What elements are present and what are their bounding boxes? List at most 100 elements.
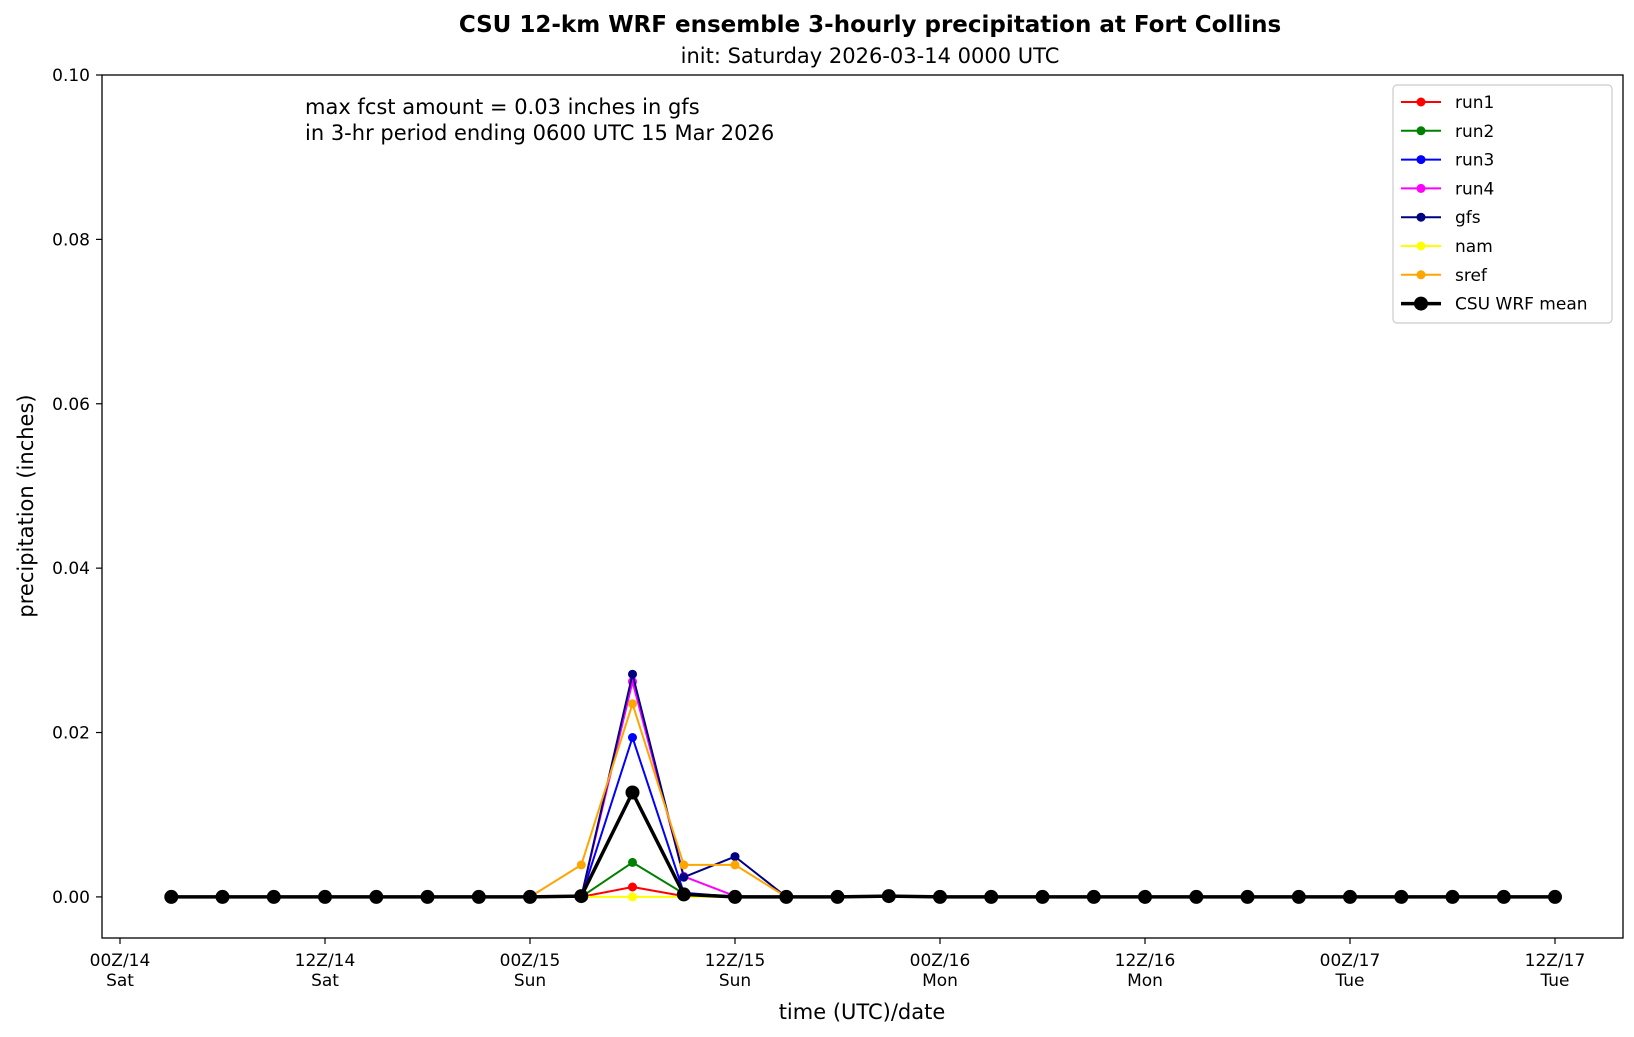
legend-swatch-marker: [1416, 126, 1426, 136]
data-point: [164, 889, 179, 904]
legend-box: [1392, 84, 1613, 324]
series-csu-wrf-mean: [164, 785, 1562, 904]
data-point: [676, 887, 691, 902]
y-axis-ticks: 0.00 0.02 0.04 0.06 0.08 0.10: [52, 66, 102, 908]
data-point: [266, 889, 281, 904]
data-point: [574, 889, 589, 904]
data-point: [1138, 889, 1152, 904]
series-layer: [164, 669, 1562, 904]
legend-item: run1: [1401, 93, 1494, 113]
legend-item: gfs: [1401, 208, 1481, 228]
legend-label: run3: [1455, 151, 1494, 171]
y-tick-label: 0.04: [52, 559, 90, 579]
data-point: [369, 889, 384, 904]
data-point: [471, 889, 486, 904]
data-point: [576, 860, 586, 870]
data-point: [628, 892, 637, 902]
x-tick-label: 12Z/15: [705, 951, 766, 971]
legend-swatch-marker: [1416, 155, 1426, 165]
data-point: [1445, 889, 1460, 904]
legend-label: sref: [1455, 266, 1488, 286]
data-point: [881, 889, 896, 904]
data-point: [1496, 889, 1511, 904]
data-point: [679, 860, 689, 870]
x-tick-label: 12Z/16: [1115, 951, 1176, 971]
data-point: [625, 785, 640, 800]
data-point: [1240, 889, 1255, 904]
legend-label: nam: [1455, 237, 1493, 257]
legend-swatch-marker: [1416, 183, 1426, 193]
x-axis-label: time (UTC)/date: [779, 1000, 946, 1024]
data-point: [628, 699, 637, 709]
legend-item: run4: [1401, 179, 1494, 199]
data-point: [628, 882, 637, 892]
series-line: [171, 790, 1555, 899]
legend-swatch-marker: [1414, 296, 1428, 311]
legend-swatch-marker: [1416, 270, 1426, 280]
y-tick-label: 0.06: [52, 395, 90, 415]
x-tick-label: 00Z/14: [90, 951, 151, 971]
data-point: [1343, 889, 1357, 904]
data-point: [730, 852, 740, 862]
x-tick-day-label: Tue: [1334, 971, 1364, 991]
data-point: [1291, 889, 1306, 904]
y-tick-label: 0.00: [52, 888, 90, 908]
legend-item: run3: [1401, 151, 1494, 171]
data-point: [933, 889, 947, 904]
data-point: [984, 889, 999, 904]
data-point: [1035, 889, 1050, 904]
data-point: [679, 872, 689, 882]
data-point: [420, 889, 435, 904]
y-tick-label: 0.10: [52, 66, 90, 86]
x-tick-day-label: Mon: [1127, 971, 1163, 991]
x-tick-day-label: Sat: [311, 971, 339, 991]
y-tick-label: 0.02: [52, 724, 90, 744]
x-tick-day-label: Sat: [106, 971, 134, 991]
legend-label: CSU WRF mean: [1455, 295, 1588, 315]
chart-subtitle: init: Saturday 2026-03-14 0000 UTC: [681, 44, 1060, 68]
legend-swatch-marker: [1416, 97, 1426, 107]
legend-item: sref: [1401, 266, 1488, 286]
legend-item: nam: [1401, 237, 1493, 257]
x-tick-day-label: Sun: [719, 971, 751, 991]
max-forecast-annotation: max fcst amount = 0.03 inches in gfs: [305, 95, 700, 119]
legend-label: run2: [1455, 122, 1494, 142]
data-point: [215, 889, 230, 904]
data-point: [628, 857, 637, 867]
x-tick-label: 00Z/15: [500, 951, 561, 971]
data-point: [1086, 889, 1101, 904]
legend-label: run4: [1455, 179, 1494, 199]
x-tick-label: 00Z/17: [1320, 951, 1381, 971]
legend-item: run2: [1401, 122, 1494, 142]
data-point: [628, 669, 637, 679]
x-tick-day-label: Sun: [514, 971, 546, 991]
y-axis-label: precipitation (inches): [14, 394, 38, 617]
x-axis-ticks: 00Z/14Sat12Z/14Sat00Z/15Sun12Z/15Sun00Z/…: [90, 938, 1586, 991]
legend-item: CSU WRF mean: [1401, 295, 1588, 315]
data-point: [318, 889, 332, 904]
data-point: [830, 889, 845, 904]
plot-area: [102, 75, 1623, 938]
x-tick-label: 00Z/16: [910, 951, 971, 971]
legend-swatch-marker: [1416, 212, 1426, 222]
legend-swatch-marker: [1416, 241, 1426, 251]
x-tick-day-label: Tue: [1539, 971, 1569, 991]
legend-label: gfs: [1455, 208, 1481, 228]
data-point: [628, 733, 637, 742]
data-point: [1394, 889, 1409, 904]
data-point: [779, 889, 794, 904]
legend: run1 run2 run3 run4 gfs nam sref CSU WRF mean: [1392, 84, 1613, 324]
x-tick-day-label: Mon: [922, 971, 958, 991]
data-point: [1548, 889, 1562, 904]
legend-label: run1: [1455, 93, 1494, 113]
plot-frame: [101, 74, 1624, 939]
x-tick-label: 12Z/14: [295, 951, 356, 971]
data-point: [523, 889, 537, 904]
chart-title: CSU 12-km WRF ensemble 3-hourly precipit…: [459, 12, 1281, 38]
max-period-annotation: in 3-hr period ending 0600 UTC 15 Mar 20…: [305, 121, 774, 145]
data-point: [1189, 889, 1204, 904]
y-tick-label: 0.08: [52, 230, 90, 250]
x-tick-label: 12Z/17: [1525, 951, 1586, 971]
data-point: [730, 860, 740, 870]
